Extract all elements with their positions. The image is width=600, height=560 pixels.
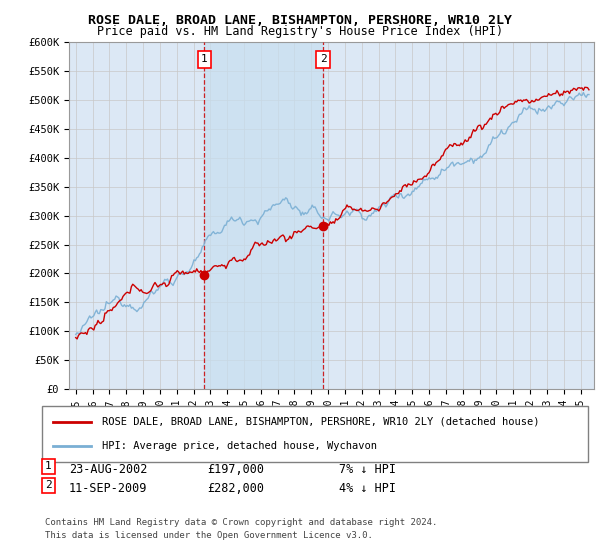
- Text: £197,000: £197,000: [207, 463, 264, 476]
- Text: 7% ↓ HPI: 7% ↓ HPI: [339, 463, 396, 476]
- Text: 1: 1: [201, 54, 208, 64]
- Text: 2: 2: [320, 54, 326, 64]
- Text: 4% ↓ HPI: 4% ↓ HPI: [339, 482, 396, 495]
- Text: £282,000: £282,000: [207, 482, 264, 495]
- Text: ROSE DALE, BROAD LANE, BISHAMPTON, PERSHORE, WR10 2LY (detached house): ROSE DALE, BROAD LANE, BISHAMPTON, PERSH…: [102, 417, 539, 427]
- Text: 11-SEP-2009: 11-SEP-2009: [69, 482, 148, 495]
- Bar: [204, 42, 323, 389]
- Text: 1: 1: [45, 461, 52, 472]
- Text: ROSE DALE, BROAD LANE, BISHAMPTON, PERSHORE, WR10 2LY: ROSE DALE, BROAD LANE, BISHAMPTON, PERSH…: [88, 14, 512, 27]
- Text: 23-AUG-2002: 23-AUG-2002: [69, 463, 148, 476]
- FancyBboxPatch shape: [42, 406, 588, 462]
- Text: HPI: Average price, detached house, Wychavon: HPI: Average price, detached house, Wych…: [102, 441, 377, 451]
- Text: Contains HM Land Registry data © Crown copyright and database right 2024.
This d: Contains HM Land Registry data © Crown c…: [45, 518, 437, 540]
- Text: Price paid vs. HM Land Registry's House Price Index (HPI): Price paid vs. HM Land Registry's House …: [97, 25, 503, 38]
- Text: 2: 2: [45, 480, 52, 491]
